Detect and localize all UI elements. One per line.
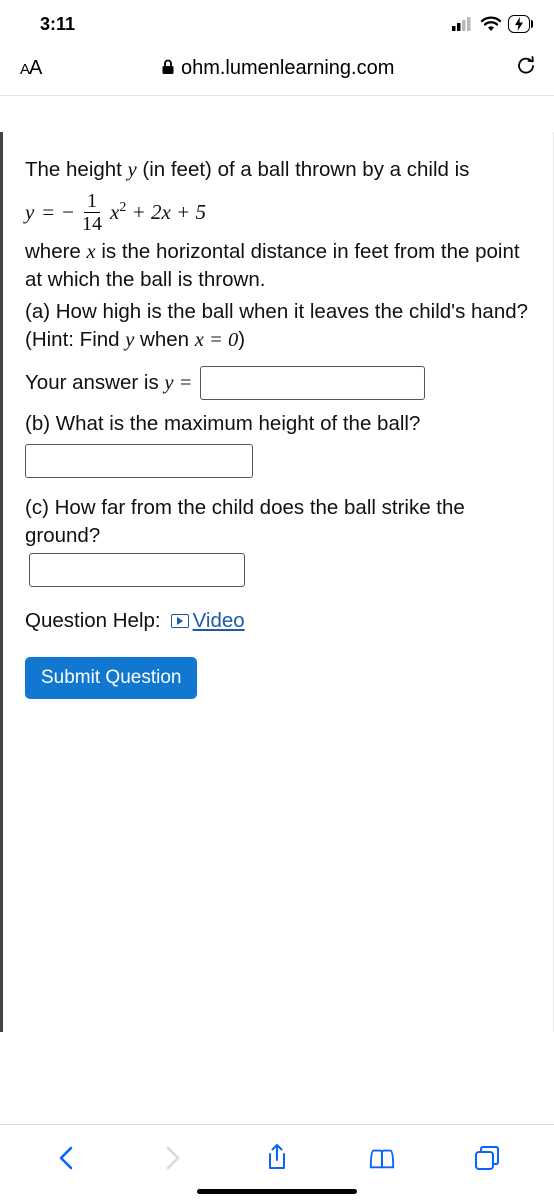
submit-button[interactable]: Submit Question — [25, 657, 197, 699]
wifi-icon — [480, 16, 502, 32]
equation: y = − 1 14 x2 + 2x + 5 — [25, 191, 535, 234]
intro-text: The height y (in feet) of a ball thrown … — [25, 156, 535, 185]
cellular-icon — [452, 17, 474, 31]
status-time: 3:11 — [40, 14, 75, 35]
tabs-icon[interactable] — [473, 1144, 501, 1172]
back-icon[interactable] — [53, 1144, 81, 1172]
text-size-button[interactable]: AA — [20, 57, 41, 80]
url-text: ohm.lumenlearning.com — [181, 57, 394, 80]
url-display[interactable]: ohm.lumenlearning.com — [53, 57, 502, 80]
forward-icon[interactable] — [158, 1144, 186, 1172]
status-bar: 3:11 — [0, 0, 554, 44]
help-label: Question Help: — [25, 607, 161, 635]
battery-icon — [508, 15, 530, 33]
home-indicator[interactable] — [197, 1189, 357, 1194]
browser-address-bar: AA ohm.lumenlearning.com — [0, 44, 554, 96]
video-link[interactable]: Video — [171, 607, 245, 635]
part-b-text: (b) What is the maximum height of the ba… — [25, 410, 535, 438]
answer-b-input[interactable] — [25, 444, 253, 478]
question-content: The height y (in feet) of a ball thrown … — [0, 132, 554, 1032]
answer-a-row: Your answer is y = — [25, 366, 535, 400]
part-c-text: (c) How far from the child does the ball… — [25, 494, 535, 549]
part-c-row: (c) How far from the child does the ball… — [25, 494, 535, 587]
refresh-icon[interactable] — [514, 54, 538, 83]
browser-toolbar — [0, 1124, 554, 1200]
video-icon — [171, 614, 189, 628]
part-a-text: (a) How high is the ball when it leaves … — [25, 298, 535, 354]
answer-a-input[interactable] — [200, 366, 425, 400]
where-text: where x is the horizontal distance in fe… — [25, 238, 535, 294]
status-icons — [452, 15, 530, 33]
answer-c-input[interactable] — [29, 553, 245, 587]
share-icon[interactable] — [263, 1144, 291, 1172]
bookmarks-icon[interactable] — [368, 1144, 396, 1172]
question-help: Question Help: Video — [25, 607, 535, 635]
lock-icon — [161, 59, 175, 78]
